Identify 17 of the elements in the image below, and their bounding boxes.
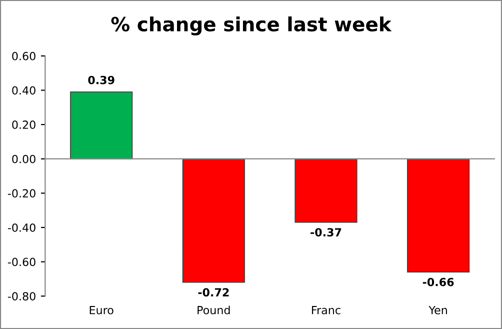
chart-title: % change since last week <box>111 16 392 36</box>
y-tick-label: -0.80 <box>8 292 36 300</box>
data-label: 0.39 <box>88 76 114 84</box>
y-tick-label: -0.60 <box>8 258 36 266</box>
y-tick-label: -0.20 <box>8 189 36 198</box>
x-tick-label: Pound <box>198 306 230 314</box>
y-tick-label: 0.00 <box>12 154 36 164</box>
y-tick-label: 0.40 <box>12 86 36 95</box>
x-tick-label: Franc <box>312 306 340 314</box>
data-label: -0.66 <box>422 278 454 286</box>
data-label: -0.37 <box>310 228 342 236</box>
y-tick-label: 0.60 <box>12 52 36 60</box>
data-label: -0.72 <box>198 288 229 297</box>
x-tick-label: Yen <box>428 306 447 314</box>
x-tick-label: Euro <box>90 306 114 314</box>
y-tick-label: 0.20 <box>12 120 36 129</box>
y-tick-label: -0.40 <box>8 223 36 232</box>
